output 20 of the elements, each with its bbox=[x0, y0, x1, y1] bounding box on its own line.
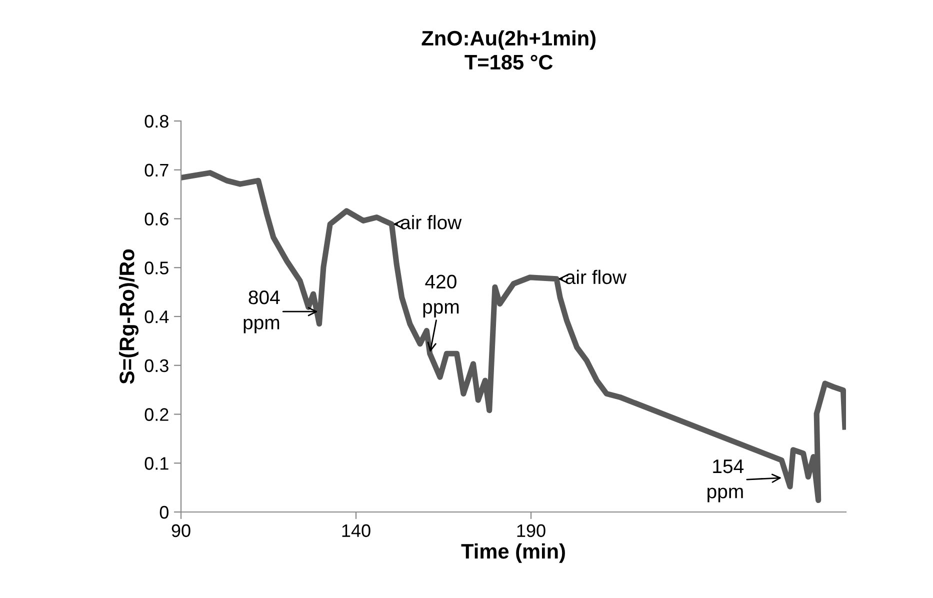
x-tick-label: 90 bbox=[172, 524, 190, 538]
y-tick-label: 0.3 bbox=[144, 359, 168, 372]
annotation: 154 ppm bbox=[708, 460, 744, 502]
chart-title: ZnO:Au(2h+1min) T=185 °C bbox=[422, 30, 596, 70]
annotation: 804 ppm bbox=[244, 290, 280, 334]
y-tick-label: 0.2 bbox=[144, 408, 168, 421]
x-tick-label: 140 bbox=[342, 524, 370, 538]
y-tick-label: 0.8 bbox=[144, 114, 168, 128]
y-tick-label: 0.4 bbox=[144, 310, 169, 324]
y-tick-label: 0.5 bbox=[144, 262, 168, 274]
y-tick-label: 0 bbox=[160, 506, 168, 519]
y-axis-title: S=(Rg-Ro)/Ro bbox=[119, 249, 139, 384]
annotation: air flow bbox=[566, 270, 627, 284]
annotation: air flow bbox=[400, 215, 462, 230]
x-tick-label: 190 bbox=[517, 524, 546, 538]
x-axis-title: Time (min) bbox=[461, 543, 565, 563]
annotation: 420 ppm bbox=[423, 274, 459, 318]
y-tick-label: 0.7 bbox=[144, 164, 168, 177]
y-tick-label: 0.1 bbox=[144, 457, 168, 470]
y-tick-label: 0.6 bbox=[144, 212, 168, 226]
